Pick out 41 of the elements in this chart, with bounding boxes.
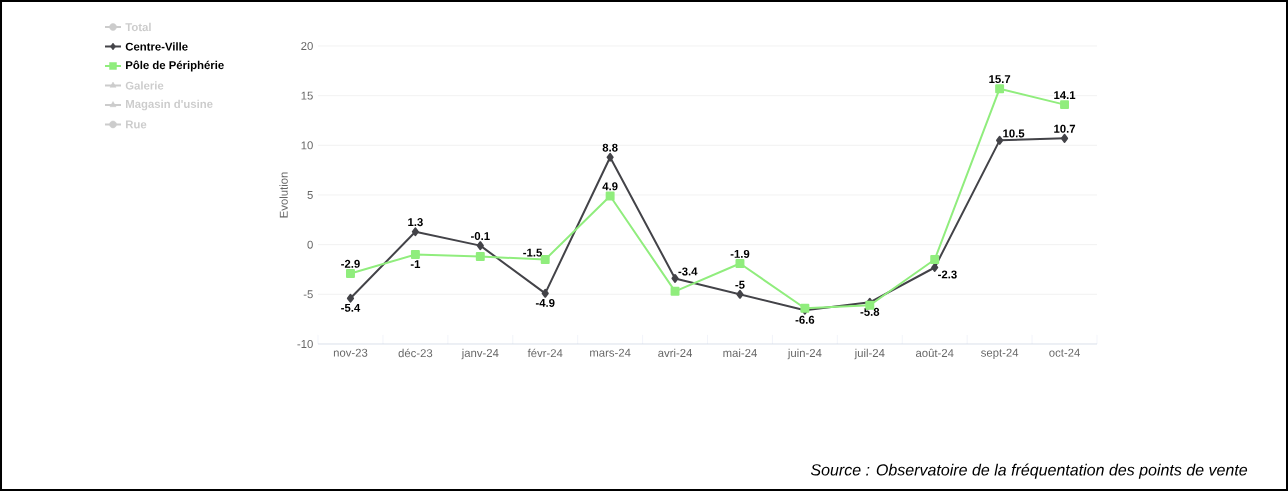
x-tick-label: sept-24 (981, 348, 1019, 359)
data-label: 10.5 (1003, 129, 1025, 138)
x-tick-label: août-24 (915, 348, 954, 358)
data-label: -1 (410, 260, 421, 268)
x-tick-label: févr-24 (527, 348, 563, 358)
source-note: Source : Observatoire de la fréquentation des points de vente (810, 463, 1248, 479)
x-tick-label: mai-24 (723, 348, 757, 358)
x-tick-label: avri-24 (658, 348, 693, 358)
data-label: 15.7 (989, 75, 1011, 84)
x-tick-label: nov-23 (333, 348, 368, 357)
y-axis-title: Evolution (279, 172, 288, 218)
data-label: -4.9 (535, 298, 555, 307)
data-label: -5 (735, 280, 745, 289)
x-tick-label: juin-24 (787, 348, 822, 360)
x-tick-label: juil-24 (854, 348, 885, 360)
x-tick-label: mars-24 (590, 348, 631, 357)
data-label: 1.3 (408, 218, 423, 227)
data-label: -5.4 (341, 303, 361, 312)
data-label: -2.9 (341, 259, 360, 268)
data-label: -1.9 (730, 249, 750, 258)
data-label: 14.1 (1054, 91, 1076, 99)
data-label: -1.5 (523, 248, 542, 257)
y-tick-label: 10 (301, 141, 313, 150)
data-label: 10.7 (1054, 124, 1076, 133)
legend-label: Centre-Ville (125, 42, 188, 51)
data-label: -3.4 (678, 267, 698, 276)
data-label: -6.6 (795, 315, 815, 324)
data-label: 8.8 (602, 143, 618, 152)
x-tick-label: janv-24 (461, 348, 499, 360)
y-tick-label: -10 (297, 339, 313, 348)
data-label: -2.3 (938, 270, 957, 279)
legend-label: Pôle de Périphérie (126, 60, 224, 72)
x-tick-label: déc-23 (398, 348, 433, 358)
y-tick-label: 15 (301, 91, 313, 100)
data-label: -0.1 (470, 232, 490, 241)
y-tick-label: 5 (307, 191, 313, 199)
x-tick-label: oct-24 (1049, 348, 1080, 357)
y-tick-label: 20 (301, 41, 313, 50)
data-label: 4.9 (602, 182, 618, 191)
y-tick-label: -5 (303, 290, 313, 299)
y-tick-label: 0 (307, 240, 313, 249)
